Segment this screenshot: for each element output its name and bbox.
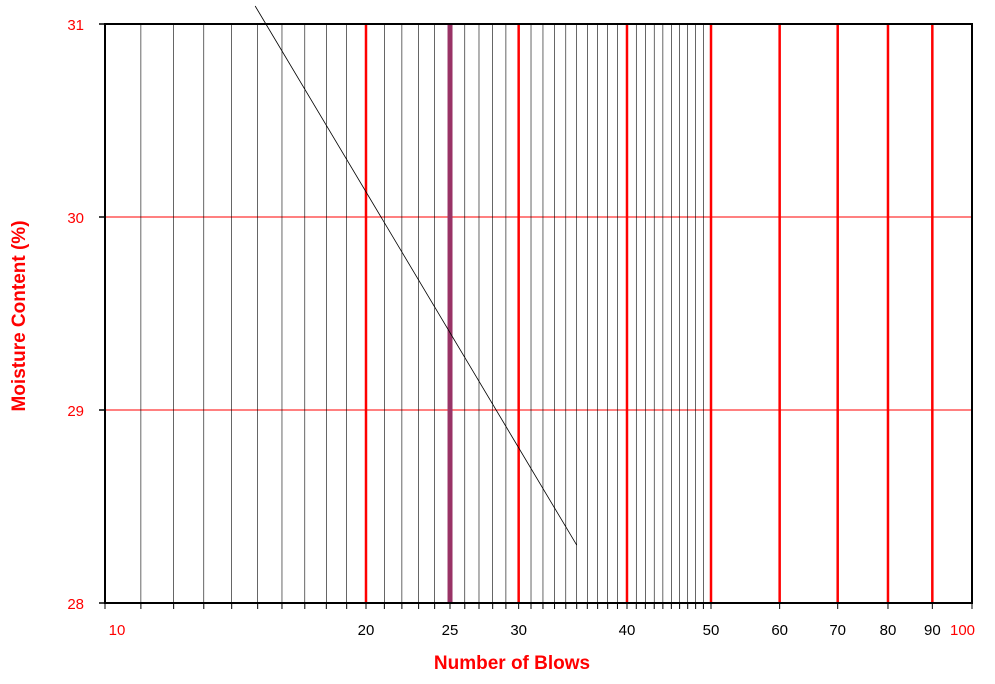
label-layer: 28 29 30 31 10 20 25 30 40 50 60 70 80 90 100 <box>67 17 975 639</box>
flow-curve-line <box>254 5 578 546</box>
y-tick-label: 30 <box>67 210 84 227</box>
x-tick-label: 60 <box>771 622 788 639</box>
series-layer <box>254 5 578 546</box>
tick-layer <box>99 23 973 609</box>
x-axis-title: Number of Blows <box>434 653 590 674</box>
grid-layer <box>105 24 972 603</box>
x-tick-label: 25 <box>442 622 459 639</box>
y-axis-title: Moisture Content (%) <box>9 220 30 411</box>
x-tick-label: 70 <box>829 622 846 639</box>
x-tick-label: 40 <box>619 622 636 639</box>
x-tick-label: 50 <box>703 622 720 639</box>
x-tick-label: 20 <box>358 622 375 639</box>
x-tick-label: 10 <box>109 622 126 639</box>
y-tick-label: 29 <box>67 403 84 420</box>
x-tick-label: 30 <box>510 622 527 639</box>
y-tick-label: 28 <box>67 596 84 613</box>
x-tick-label: 90 <box>924 622 941 639</box>
x-tick-label: 80 <box>880 622 897 639</box>
plot-area-border <box>104 23 973 604</box>
y-tick-label: 31 <box>67 17 84 34</box>
x-tick-label: 100 <box>950 622 975 639</box>
